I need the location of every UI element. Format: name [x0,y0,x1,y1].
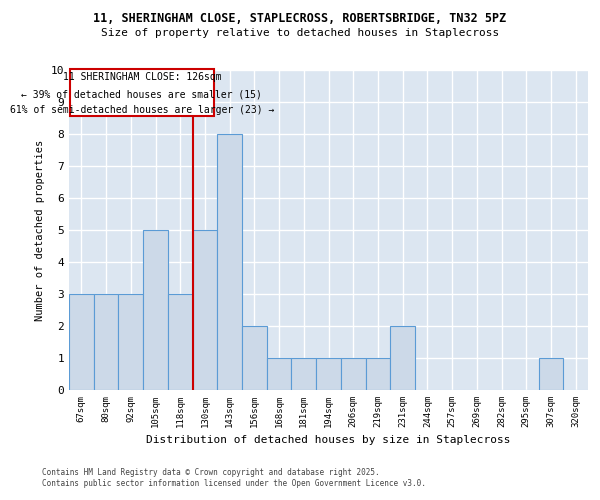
Text: 11, SHERINGHAM CLOSE, STAPLECROSS, ROBERTSBRIDGE, TN32 5PZ: 11, SHERINGHAM CLOSE, STAPLECROSS, ROBER… [94,12,506,26]
Bar [242,326,267,390]
Bar [143,230,168,390]
Text: Contains HM Land Registry data © Crown copyright and database right 2025.
Contai: Contains HM Land Registry data © Crown c… [42,468,426,487]
Bar [118,294,143,390]
Bar [390,326,415,390]
Bar [267,358,292,390]
FancyBboxPatch shape [70,70,214,116]
Text: Size of property relative to detached houses in Staplecross: Size of property relative to detached ho… [101,28,499,38]
Bar [69,294,94,390]
Text: ← 39% of detached houses are smaller (15): ← 39% of detached houses are smaller (15… [22,90,262,100]
Bar [168,294,193,390]
Bar [217,134,242,390]
Bar [365,358,390,390]
Bar [94,294,118,390]
Text: 61% of semi-detached houses are larger (23) →: 61% of semi-detached houses are larger (… [10,105,274,115]
Bar [341,358,365,390]
Bar [539,358,563,390]
Bar [316,358,341,390]
Bar [292,358,316,390]
X-axis label: Distribution of detached houses by size in Staplecross: Distribution of detached houses by size … [146,436,511,446]
Text: 11 SHERINGHAM CLOSE: 126sqm: 11 SHERINGHAM CLOSE: 126sqm [62,72,221,82]
Bar [193,230,217,390]
Y-axis label: Number of detached properties: Number of detached properties [35,140,45,320]
